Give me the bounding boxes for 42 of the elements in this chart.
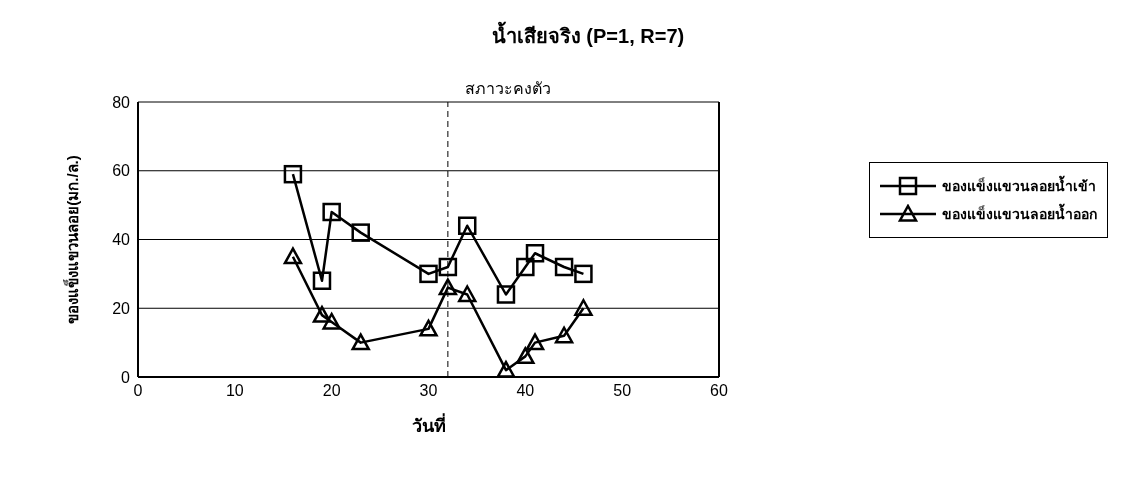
- point: [525, 333, 545, 351]
- ref-line-label: สภาวะคงตัว: [464, 80, 551, 97]
- point: [554, 257, 574, 277]
- point: [525, 244, 545, 263]
- point: [438, 257, 458, 277]
- x-tick-label: 60: [710, 382, 728, 400]
- legend-label: ของแข็งแขวนลอยน้ำออก: [942, 203, 1097, 224]
- point: [312, 305, 332, 323]
- point: [554, 326, 574, 344]
- point: [351, 223, 370, 242]
- point: [516, 347, 535, 365]
- y-axis-title: ของแข็งแขวนลอย(มก./ล.): [63, 155, 82, 324]
- y-tick-label: 40: [112, 231, 131, 249]
- x-tick-label: 40: [516, 382, 535, 400]
- point: [574, 299, 593, 316]
- point: [283, 247, 303, 265]
- y-tick-label: 20: [112, 299, 131, 317]
- x-tick-label: 10: [225, 382, 244, 400]
- point: [457, 216, 477, 235]
- point: [322, 312, 341, 330]
- point: [322, 202, 341, 222]
- legend-label: ของแข็งแขวนลอยน้ำเข้า: [942, 175, 1096, 196]
- point: [312, 271, 332, 290]
- x-axis-title: วันที่: [411, 413, 446, 436]
- point: [516, 257, 535, 277]
- point: [419, 264, 438, 284]
- point: [419, 319, 438, 337]
- point: [283, 164, 303, 184]
- point: [496, 285, 516, 304]
- x-tick-label: 50: [613, 382, 632, 400]
- y-tick-label: 80: [112, 93, 131, 111]
- point: [457, 285, 477, 303]
- y-tick-label: 0: [121, 368, 131, 386]
- x-tick-label: 20: [322, 382, 341, 400]
- point: [574, 264, 593, 284]
- point: [438, 278, 458, 296]
- point: [351, 333, 370, 351]
- y-tick-label: 60: [112, 162, 131, 180]
- x-tick-label: 30: [419, 382, 438, 400]
- x-tick-label: 0: [133, 382, 143, 400]
- point: [496, 360, 516, 377]
- chart-title: น้ำเสียจริง (P=1, R=7): [490, 20, 686, 49]
